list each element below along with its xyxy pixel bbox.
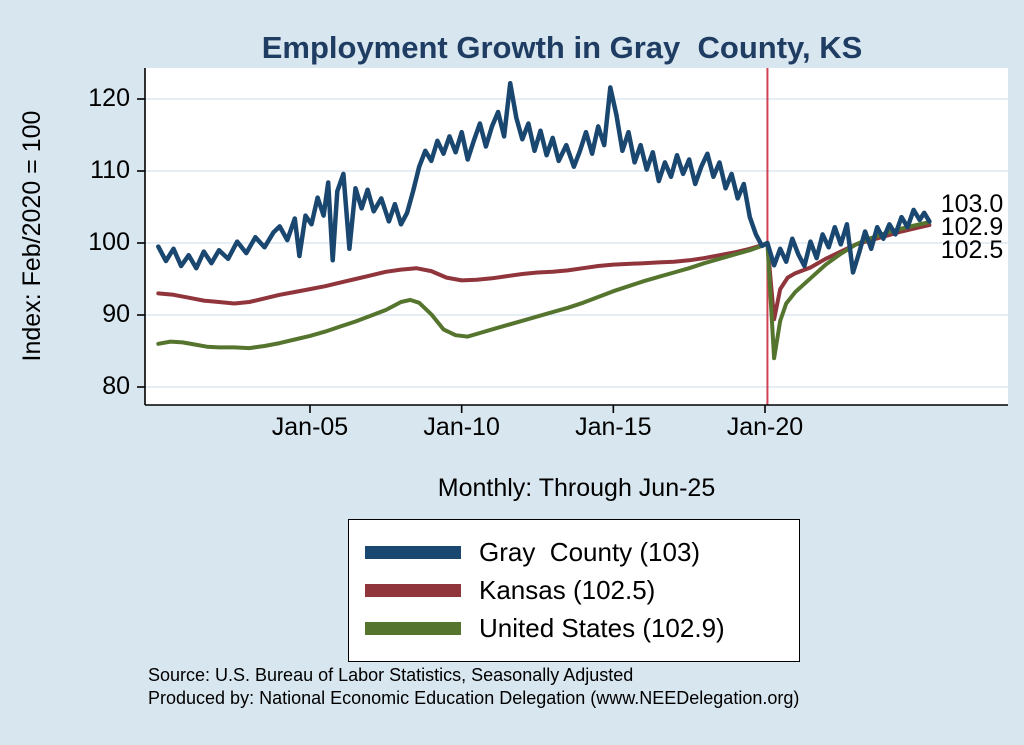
end-value-label-united-states: 102.9 [940,213,1004,241]
legend-item-kansas: Kansas (102.5) [365,575,799,606]
x-tick-label-jan-15: Jan-15 [575,413,652,441]
legend-swatch-gray-county [365,546,461,559]
source-notes: Source: U.S. Bureau of Labor Statistics,… [148,664,799,710]
end-value-label-kansas: 102.5 [940,236,1004,264]
legend-label-gray-county: Gray County (103) [479,537,701,567]
x-tick-label-jan-05: Jan-05 [271,413,349,441]
series-line-united-states [156,220,932,361]
y-tick-label: 110 [90,156,130,184]
end-value-label-gray-county: 103.0 [940,190,1004,218]
legend-label-united-states: United States (102.9) [479,613,725,643]
x-tick-label-jan-10: Jan-10 [423,413,500,441]
source-line-2: Produced by: National Economic Education… [148,688,800,708]
legend-swatch-kansas [365,584,461,597]
y-tick-label: 120 [88,84,130,112]
y-tick-label: 80 [102,372,130,400]
chart-title: Employment Growth in Gray County, KS [261,30,863,65]
y-tick-label: 100 [88,228,130,256]
legend-item-united-states: United States (102.9) [365,613,799,644]
series-line-kansas [156,223,932,322]
legend-item-gray-county: Gray County (103) [365,537,799,568]
legend-label-kansas: Kansas (102.5) [479,575,656,605]
source-line-1: Source: U.S. Bureau of Labor Statistics,… [148,665,634,685]
y-axis-title: Index: Feb/2020 = 100 [18,110,46,362]
legend: Gray County (103) Kansas (102.5) United … [348,519,800,662]
chart-subtitle: Monthly: Through Jun-25 [437,474,716,502]
legend-swatch-united-states [365,622,461,635]
y-tick-label: 90 [102,300,130,328]
x-tick-label-jan-20: Jan-20 [726,413,804,441]
series-line-gray-county [156,80,932,275]
